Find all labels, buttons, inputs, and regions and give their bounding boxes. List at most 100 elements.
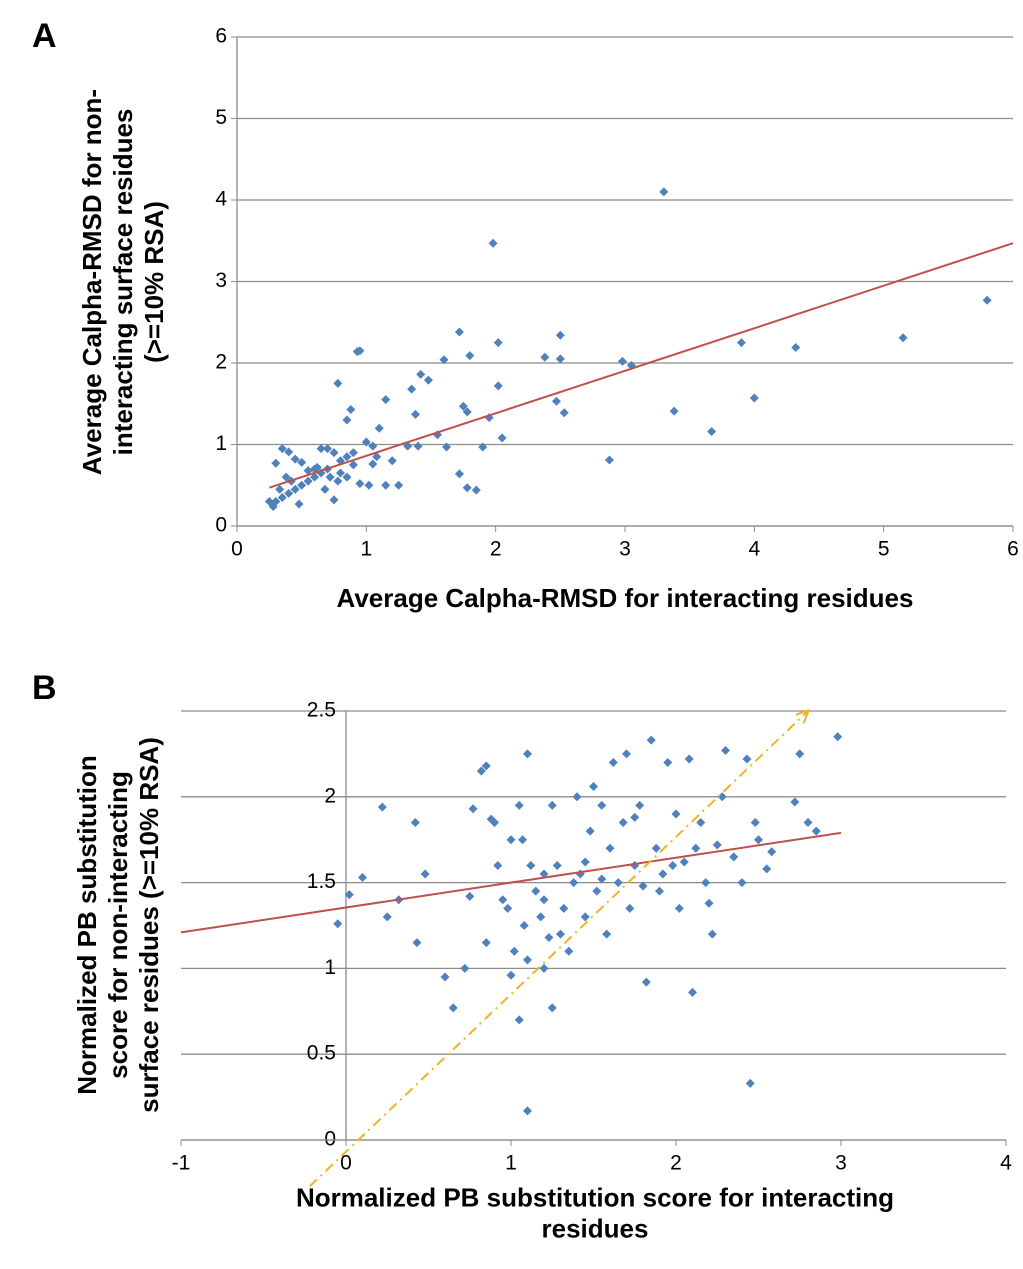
x-axis-title-line: Normalized PB substitution score for int… xyxy=(296,1182,894,1212)
point xyxy=(658,869,668,879)
point xyxy=(707,929,717,939)
point xyxy=(448,1003,458,1013)
point xyxy=(355,479,365,489)
point xyxy=(481,938,491,948)
point xyxy=(625,903,635,913)
point xyxy=(674,903,684,913)
point xyxy=(320,484,330,494)
point xyxy=(559,903,569,913)
point xyxy=(737,878,747,888)
x-tick-label: 1 xyxy=(360,538,372,561)
point xyxy=(671,809,681,819)
x-tick-label: 3 xyxy=(619,538,631,561)
point xyxy=(696,818,706,828)
point xyxy=(547,800,557,810)
point xyxy=(659,187,669,197)
point xyxy=(503,903,513,913)
point xyxy=(745,1078,755,1088)
point xyxy=(468,804,478,814)
panel-label: A xyxy=(32,17,57,55)
point xyxy=(790,797,800,807)
point xyxy=(555,330,565,340)
point xyxy=(704,898,714,908)
point xyxy=(344,890,354,900)
point xyxy=(329,495,339,505)
point xyxy=(618,818,628,828)
point xyxy=(736,338,746,348)
point xyxy=(346,404,356,414)
point xyxy=(555,354,565,364)
point xyxy=(284,488,294,498)
point xyxy=(271,458,281,468)
point xyxy=(462,483,472,493)
x-axis-title: Average Calpha-RMSD for interacting resi… xyxy=(337,583,914,613)
point xyxy=(410,409,420,419)
y-axis-title-line: interacting surface residues xyxy=(108,109,138,456)
point xyxy=(325,472,335,482)
point xyxy=(691,843,701,853)
point xyxy=(297,457,307,467)
point xyxy=(613,878,623,888)
point xyxy=(597,874,607,884)
point xyxy=(551,396,561,406)
point xyxy=(536,912,546,922)
y-tick-label: 0 xyxy=(215,514,227,537)
point xyxy=(519,921,529,930)
point xyxy=(684,754,694,764)
point xyxy=(290,454,300,464)
point xyxy=(490,818,499,828)
x-tick-label: 6 xyxy=(1007,538,1019,561)
y-tick-label: 6 xyxy=(215,25,227,48)
point xyxy=(982,295,992,305)
point xyxy=(416,369,426,379)
point xyxy=(569,878,579,888)
point xyxy=(361,437,371,447)
x-tick-label: 2 xyxy=(490,538,502,561)
x-axis-title: Normalized PB substitution score for int… xyxy=(296,1182,894,1243)
point xyxy=(478,442,488,452)
point xyxy=(589,782,598,792)
point xyxy=(514,1015,524,1025)
x-tick-label: 5 xyxy=(878,538,890,561)
point xyxy=(439,355,449,365)
x-axis-title-line: residues xyxy=(542,1213,649,1243)
point xyxy=(754,835,763,845)
point xyxy=(701,878,711,888)
point xyxy=(602,929,612,939)
point xyxy=(412,938,422,948)
point xyxy=(481,761,491,771)
point xyxy=(462,407,472,417)
point xyxy=(767,847,777,857)
point xyxy=(651,843,661,853)
point xyxy=(762,864,772,874)
point xyxy=(368,459,378,469)
y-tick-label: 1.5 xyxy=(307,870,336,893)
point xyxy=(333,919,343,929)
point xyxy=(364,480,374,490)
point xyxy=(342,472,352,482)
point xyxy=(556,929,565,939)
y-tick-label: 2.5 xyxy=(307,699,336,722)
reference-arrow xyxy=(309,711,808,1188)
point xyxy=(617,356,627,366)
panel-label: B xyxy=(32,669,57,707)
point xyxy=(592,886,602,896)
point xyxy=(410,818,420,828)
point xyxy=(493,338,503,348)
point xyxy=(547,1003,557,1013)
point xyxy=(604,455,614,465)
point xyxy=(352,347,362,357)
point xyxy=(277,492,287,502)
trend-line xyxy=(269,242,1014,489)
point xyxy=(440,972,450,982)
point xyxy=(281,472,291,482)
point xyxy=(387,456,397,466)
point xyxy=(750,818,760,828)
point xyxy=(585,826,595,836)
point xyxy=(506,970,516,980)
point xyxy=(717,792,727,802)
point xyxy=(564,946,574,956)
x-tick-label: 2 xyxy=(670,1152,682,1175)
point xyxy=(655,886,664,896)
